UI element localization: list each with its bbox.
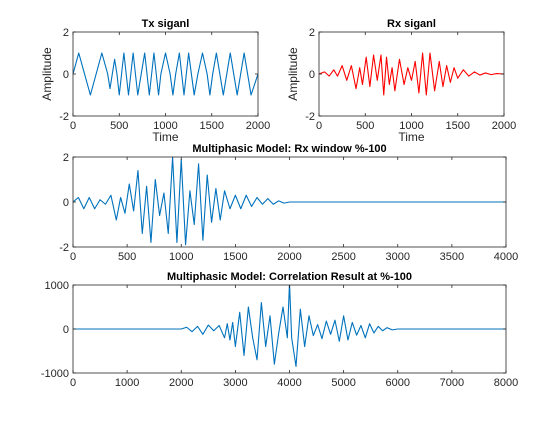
x-tick-label: 3500 — [440, 251, 464, 263]
axes-box — [318, 31, 505, 117]
chart-title: Multiphasic Model: Rx window %-100 — [192, 143, 386, 155]
y-tick-label: -2 — [305, 111, 315, 123]
x-tick-label: 7000 — [440, 377, 464, 389]
y-tick-label: 2 — [63, 152, 69, 164]
x-tick-label: 8000 — [494, 377, 518, 389]
x-tick-label: 1000 — [153, 120, 177, 132]
chart-title: Tx siganl — [142, 18, 190, 30]
x-tick-label: 3000 — [386, 251, 410, 263]
x-tick-label: 3000 — [223, 377, 247, 389]
chart-rx-window: 0 500 1000 1500 2000 2500 3000 3500 4000-202Mult… — [59, 143, 518, 263]
x-axis-label: Time — [398, 130, 425, 144]
chart-title: Multiphasic Model: Correlation Result at… — [167, 271, 412, 283]
y-tick-label: -2 — [59, 111, 69, 123]
x-tick-label: 1500 — [446, 120, 470, 132]
x-tick-label: 5000 — [331, 377, 355, 389]
y-tick-label: 0 — [63, 324, 69, 336]
series-line-tx-0 — [73, 52, 258, 96]
x-tick-label: 1500 — [200, 120, 224, 132]
x-tick-label: 0 — [70, 120, 76, 132]
series-line-correlation-0 — [73, 285, 506, 367]
y-tick-label: 0 — [63, 197, 69, 209]
x-tick-label: 2000 — [246, 120, 270, 132]
y-axis-label: Amplitude — [286, 47, 300, 101]
x-tick-label: 4000 — [277, 377, 301, 389]
x-tick-label: 2000 — [277, 251, 301, 263]
x-tick-label: 6000 — [386, 377, 410, 389]
y-tick-label: 0 — [309, 69, 315, 81]
x-tick-label: 0 — [70, 377, 76, 389]
y-axis-label: Amplitude — [40, 47, 54, 101]
x-tick-label: 1000 — [115, 377, 139, 389]
x-tick-label: 0 — [316, 120, 322, 132]
chart-title: Rx siganl — [387, 18, 436, 30]
series-line-rx-0 — [319, 52, 504, 96]
x-tick-label: 0 — [70, 251, 76, 263]
x-tick-label: 2000 — [492, 120, 516, 132]
x-tick-label: 1500 — [223, 251, 247, 263]
y-tick-label: 1000 — [45, 280, 69, 292]
y-tick-label: 2 — [309, 27, 315, 39]
x-tick-label: 4000 — [494, 251, 518, 263]
x-tick-label: 1000 — [399, 120, 423, 132]
x-tick-label: 500 — [118, 251, 136, 263]
y-tick-label: 0 — [63, 69, 69, 81]
x-tick-label: 500 — [356, 120, 374, 132]
x-tick-label: 2000 — [169, 377, 193, 389]
axes-box — [72, 31, 259, 117]
y-tick-label: -2 — [59, 242, 69, 254]
series-line-rx-window-0 — [73, 157, 506, 246]
chart-correlation: 0 1000 2000 3000 4000 5000 6000 7000 8000-100001… — [41, 271, 518, 389]
x-tick-label: 2500 — [331, 251, 355, 263]
x-tick-label: 1000 — [169, 251, 193, 263]
y-tick-label: -1000 — [41, 368, 69, 380]
x-tick-label: 500 — [110, 120, 128, 132]
x-axis-label: Time — [152, 130, 179, 144]
y-tick-label: 2 — [63, 27, 69, 39]
